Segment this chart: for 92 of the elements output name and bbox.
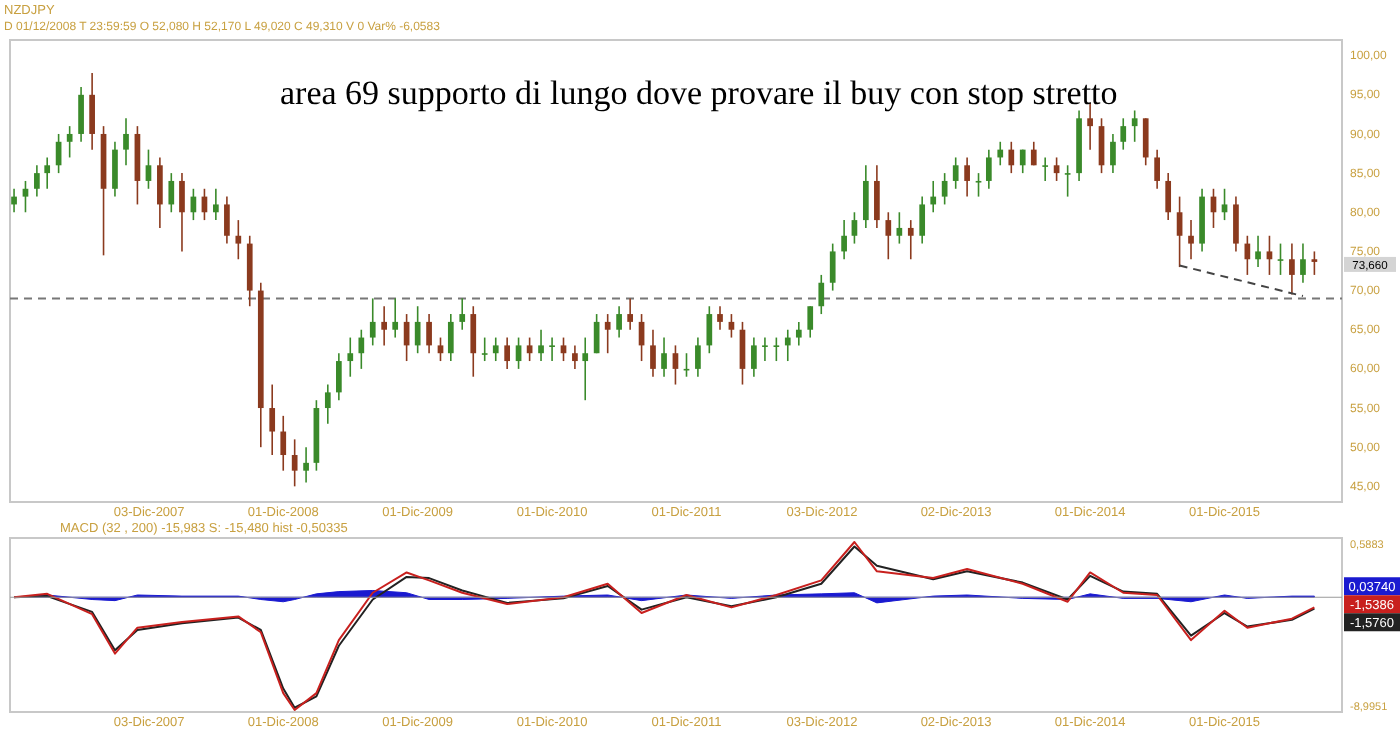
candlestick — [706, 305, 713, 355]
candlestick — [930, 180, 937, 214]
candlestick — [975, 172, 982, 198]
candlestick — [280, 415, 287, 472]
candlestick — [1289, 242, 1295, 296]
candlestick — [807, 305, 814, 339]
candlestick — [604, 313, 611, 355]
candlestick — [168, 172, 175, 214]
candlestick — [66, 125, 73, 159]
candlestick — [862, 164, 869, 229]
candlestick — [1064, 164, 1071, 198]
candlestick — [751, 336, 757, 378]
candlestick — [291, 438, 298, 488]
candlestick — [1277, 242, 1284, 276]
candlestick — [672, 344, 679, 386]
candlestick — [717, 305, 723, 331]
annotation: area 69 supporto di lungo dove provare il buy con stop stretto — [280, 74, 1118, 112]
candlestick — [44, 156, 51, 190]
candlestick — [235, 219, 242, 261]
candlestick — [1311, 250, 1318, 276]
candlestick — [896, 211, 903, 245]
candlestick — [1188, 219, 1194, 261]
candlestick — [549, 336, 555, 362]
candlestick — [1165, 172, 1172, 221]
candlestick — [941, 172, 948, 206]
candlestick — [784, 328, 791, 362]
candlestick — [997, 141, 1004, 167]
candlestick — [392, 297, 399, 339]
candlestick — [1154, 148, 1160, 190]
candlestick — [447, 313, 454, 362]
candlestick — [89, 72, 95, 151]
candlestick — [616, 305, 622, 339]
candlestick — [112, 141, 118, 198]
candlestick — [818, 274, 825, 315]
candlestick — [695, 336, 701, 378]
candlestick — [795, 321, 802, 347]
candlestick — [347, 336, 354, 378]
candlestick — [78, 86, 84, 143]
candlestick — [224, 195, 230, 245]
candlestick — [426, 313, 432, 355]
candlestick — [907, 219, 914, 261]
candlestick — [1176, 195, 1183, 268]
candlestick — [324, 383, 331, 425]
candlestick — [179, 172, 185, 253]
candlestick — [414, 305, 421, 355]
candlestick — [1233, 195, 1239, 253]
candlestick — [650, 328, 656, 378]
candlestick — [582, 336, 589, 401]
candlestick — [1042, 156, 1049, 182]
candlestick — [470, 305, 477, 378]
candlestick — [572, 344, 578, 370]
candlestick — [885, 211, 892, 261]
candlestick — [269, 383, 276, 456]
candlestick — [1199, 187, 1205, 253]
candlestick — [1255, 234, 1261, 268]
candlestick — [851, 211, 858, 245]
candlestick — [492, 336, 499, 362]
candlestick — [538, 328, 544, 362]
candlestick — [829, 242, 836, 292]
candlestick — [1008, 141, 1015, 174]
candlestick — [964, 156, 970, 198]
candlestick — [459, 297, 466, 331]
candlestick — [336, 352, 342, 401]
candlestick — [246, 234, 253, 308]
candlestick — [123, 117, 129, 167]
candlestick — [504, 336, 511, 370]
candlestick — [985, 148, 992, 190]
candlestick — [919, 195, 926, 245]
candlestick — [1110, 133, 1116, 174]
candlestick — [303, 446, 309, 484]
candlestick — [661, 336, 667, 378]
candlestick — [762, 336, 768, 362]
candlestick — [1087, 101, 1093, 151]
candlestick — [381, 305, 388, 347]
candlestick — [773, 336, 780, 362]
candlestick — [515, 336, 522, 370]
candlestick — [369, 297, 376, 347]
candlestick — [34, 164, 40, 198]
candlestick — [1131, 109, 1138, 143]
candlestick — [1142, 117, 1149, 167]
candlestick — [952, 156, 959, 190]
candlestick — [1120, 117, 1127, 151]
candlestick — [627, 297, 634, 331]
candlestick — [481, 336, 488, 362]
candlestick — [11, 187, 17, 214]
candlestick — [841, 219, 847, 261]
candlestick — [358, 328, 365, 370]
candlestick — [145, 148, 152, 190]
candlestick — [157, 156, 163, 229]
candlestick — [213, 187, 219, 221]
candlestick — [1300, 242, 1306, 284]
candlestick — [874, 164, 880, 229]
